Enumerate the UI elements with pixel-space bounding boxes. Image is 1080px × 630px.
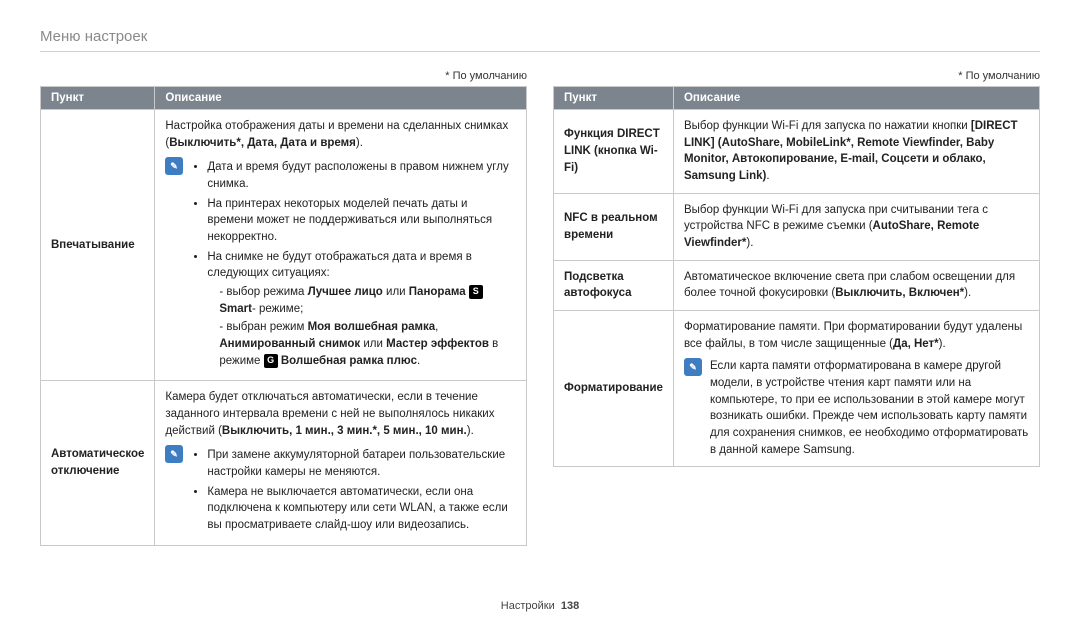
item-label: Автоматическое отключение [41,381,155,545]
list-item: При замене аккумуляторной батареи пользо… [207,447,516,480]
right-table: Пункт Описание Функция DIRECT LINK (кноп… [553,86,1040,467]
columns: * По умолчанию Пункт Описание Впечатыван… [40,70,1040,546]
left-column: * По умолчанию Пункт Описание Впечатыван… [40,70,527,546]
intro-text: Форматирование памяти. При форматировани… [684,321,1022,350]
note-icon: ✎ [684,358,702,376]
item-label: Форматирование [554,311,674,467]
title-rule [40,51,1040,52]
note-text: Если карта памяти отформатирована в каме… [710,358,1029,458]
item-desc: Выбор функции Wi-Fi для запуска при счит… [673,193,1039,260]
item-label: NFC в реальном времени [554,193,674,260]
page-title: Меню настроек [40,28,1040,45]
list-item: Дата и время будут расположены в правом … [207,159,516,192]
default-note-left: * По умолчанию [40,70,527,82]
svg-text:✎: ✎ [689,362,697,372]
table-row: Функция DIRECT LINK (кнопка Wi-Fi) Выбор… [554,110,1040,194]
footer-section: Настройки [501,600,555,612]
page-footer: Настройки 138 [0,600,1080,612]
item-label: Функция DIRECT LINK (кнопка Wi-Fi) [554,110,674,194]
note-icon: ✎ [165,445,183,463]
mode-badge-g: G [264,354,278,368]
note-list: При замене аккумуляторной батареи пользо… [191,447,516,536]
mode-badge-s: S [469,285,483,299]
col-header-item: Пункт [554,87,674,110]
note-block: ✎ Дата и время будут расположены в право… [165,157,516,372]
table-row: Впечатывание Настройка отображения даты … [41,110,527,381]
left-table: Пункт Описание Впечатывание Настройка от… [40,86,527,546]
footer-page: 138 [561,600,579,612]
list-item: На принтерах некоторых моделей печать да… [207,196,516,246]
table-row: NFC в реальном времени Выбор функции Wi-… [554,193,1040,260]
right-column: * По умолчанию Пункт Описание Функция DI… [553,70,1040,546]
col-header-desc: Описание [673,87,1039,110]
item-desc: Камера будет отключаться автоматически, … [155,381,527,545]
table-row: Форматирование Форматирование памяти. Пр… [554,311,1040,467]
note-list: Дата и время будут расположены в правом … [191,159,516,372]
dash-list: выбор режима Лучшее лицо или Панорама S … [207,284,516,369]
note-block: ✎ Если карта памяти отформатирована в ка… [684,358,1029,458]
intro-text: Камера будет отключаться автоматически, … [165,391,494,436]
item-desc: Автоматическое включение света при слабо… [673,260,1039,310]
svg-text:✎: ✎ [171,449,179,459]
list-item: выбор режима Лучшее лицо или Панорама S … [219,284,516,317]
col-header-item: Пункт [41,87,155,110]
list-item: Камера не выключается автоматически, есл… [207,484,516,534]
table-row: Подсветка автофокуса Автоматическое вклю… [554,260,1040,310]
note-icon: ✎ [165,157,183,175]
item-label: Впечатывание [41,110,155,381]
svg-text:✎: ✎ [171,161,179,171]
note-block: ✎ При замене аккумуляторной батареи поль… [165,445,516,536]
list-item: На снимке не будут отображаться дата и в… [207,249,516,370]
intro-text: Настройка отображения даты и времени на … [165,120,508,149]
default-note-right: * По умолчанию [553,70,1040,82]
list-item: выбран режим Моя волшебная рамка, Анимир… [219,319,516,369]
item-desc: Выбор функции Wi-Fi для запуска по нажат… [673,110,1039,194]
item-label: Подсветка автофокуса [554,260,674,310]
col-header-desc: Описание [155,87,527,110]
item-desc: Настройка отображения даты и времени на … [155,110,527,381]
table-row: Автоматическое отключение Камера будет о… [41,381,527,545]
item-desc: Форматирование памяти. При форматировани… [673,311,1039,467]
